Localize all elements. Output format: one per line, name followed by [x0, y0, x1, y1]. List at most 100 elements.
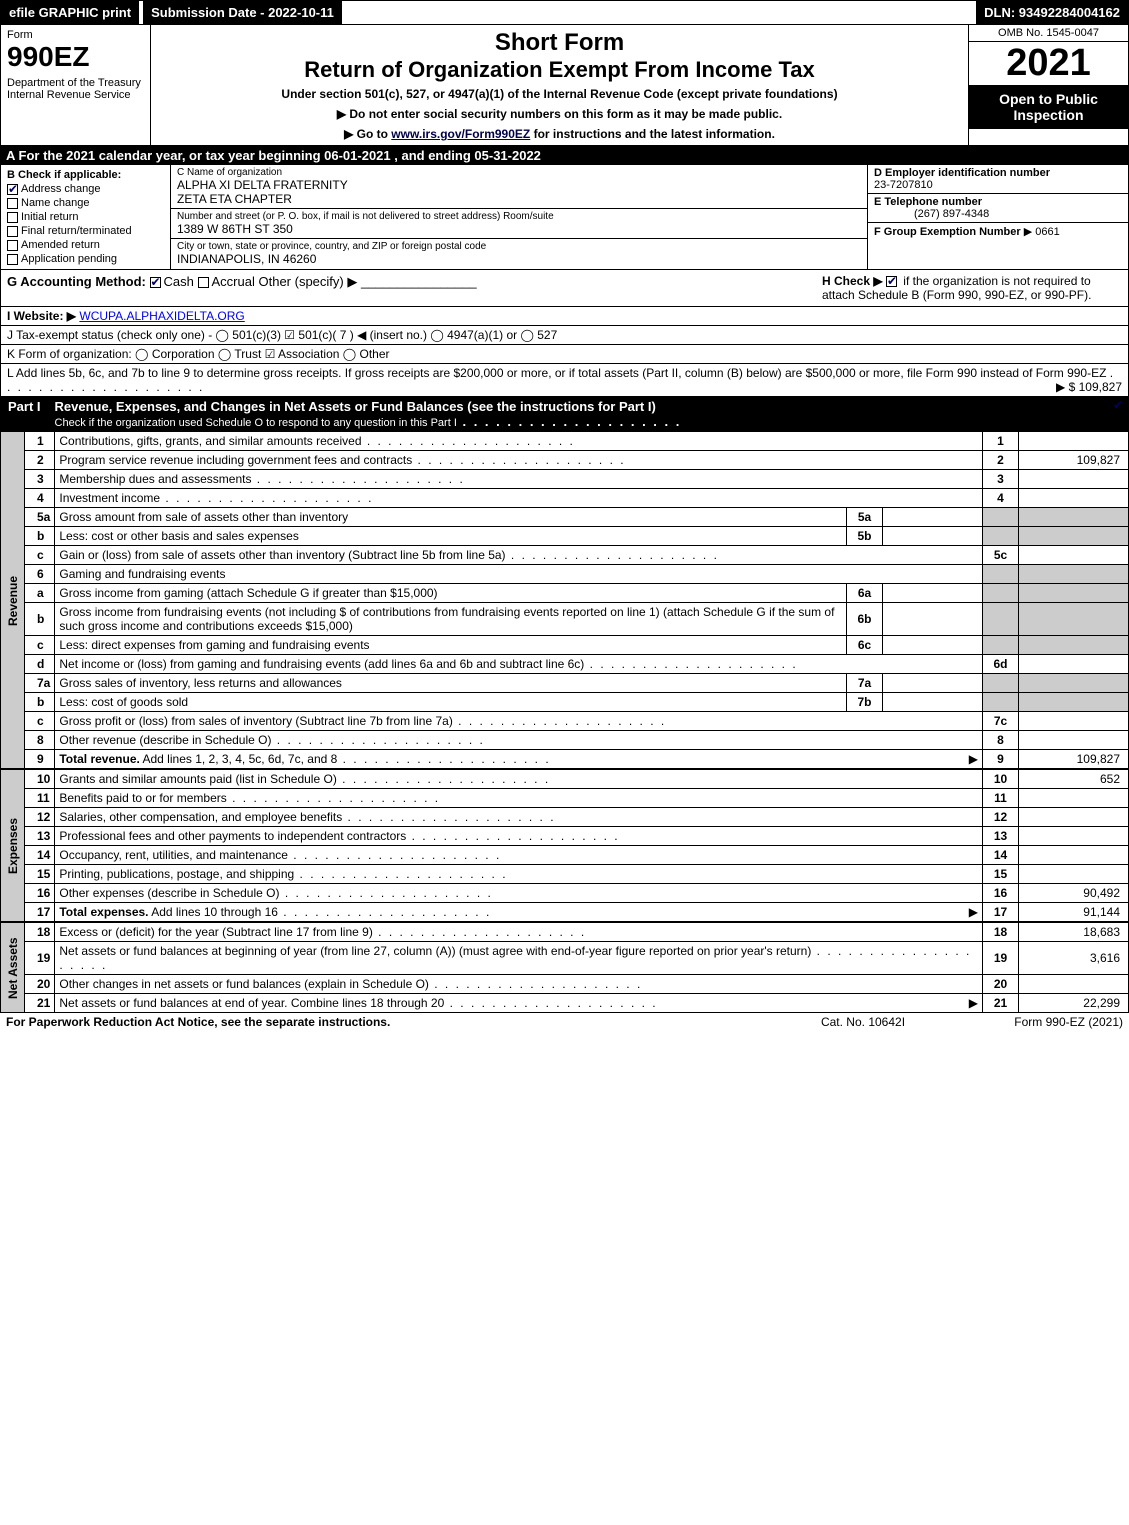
irs-link[interactable]: www.irs.gov/Form990EZ	[391, 127, 530, 141]
result-value	[1019, 789, 1129, 808]
result-line-number: 9	[983, 750, 1019, 769]
line-number: 5a	[25, 508, 55, 527]
col-b-item[interactable]: Name change	[7, 197, 164, 209]
result-value	[1019, 432, 1129, 451]
col-b-item[interactable]: Application pending	[7, 253, 164, 265]
result-line-number: 16	[983, 884, 1019, 903]
line-row: bGross income from fundraising events (n…	[1, 603, 1129, 636]
dots-p1	[457, 414, 681, 429]
line-row: 14Occupancy, rent, utilities, and mainte…	[1, 846, 1129, 865]
line-number: d	[25, 655, 55, 674]
accrual-checkbox[interactable]	[198, 277, 209, 288]
result-line-number: 15	[983, 865, 1019, 884]
shade-cell	[1019, 508, 1129, 527]
block-h: H Check ▶ if the organization is not req…	[822, 274, 1122, 302]
col-b: B Check if applicable: Address changeNam…	[1, 165, 171, 269]
block-k: K Form of organization: ◯ Corporation ◯ …	[0, 345, 1129, 364]
header-center: Short Form Return of Organization Exempt…	[151, 25, 968, 145]
col-b-item[interactable]: Amended return	[7, 239, 164, 251]
col-cde: C Name of organization ALPHA XI DELTA FR…	[171, 165, 1128, 269]
part1-sub: Check if the organization used Schedule …	[55, 417, 457, 429]
website-link[interactable]: WCUPA.ALPHAXIDELTA.ORG	[79, 309, 244, 323]
sub-line-value	[883, 674, 983, 693]
shade-cell	[983, 674, 1019, 693]
other-label: Other (specify) ▶	[258, 274, 357, 289]
checkbox-icon[interactable]	[7, 212, 18, 223]
line-desc: Other expenses (describe in Schedule O)	[55, 884, 983, 903]
result-value	[1019, 712, 1129, 731]
line-desc: Gross income from gaming (attach Schedul…	[55, 584, 847, 603]
line-desc: Gross profit or (loss) from sales of inv…	[55, 712, 983, 731]
line-row: 11Benefits paid to or for members11	[1, 789, 1129, 808]
line-row: dNet income or (loss) from gaming and fu…	[1, 655, 1129, 674]
result-value	[1019, 470, 1129, 489]
ein-value: 23-7207810	[874, 179, 933, 191]
shade-cell	[983, 693, 1019, 712]
block-g-left: G Accounting Method: Cash Accrual Other …	[7, 274, 822, 302]
section-label: Expenses	[1, 770, 25, 922]
checkbox-icon[interactable]	[7, 254, 18, 265]
sub-line-value	[883, 603, 983, 636]
block-j: J Tax-exempt status (check only one) - ◯…	[0, 326, 1129, 345]
cash-checkbox[interactable]	[150, 277, 161, 288]
line-row: 5aGross amount from sale of assets other…	[1, 508, 1129, 527]
dots	[279, 886, 492, 900]
line-desc: Program service revenue including govern…	[55, 451, 983, 470]
sub-line-number: 7a	[847, 674, 883, 693]
line-desc: Gross sales of inventory, less returns a…	[55, 674, 847, 693]
phone-row: E Telephone number (267) 897-4348	[868, 194, 1128, 223]
instr-goto-suffix: for instructions and the latest informat…	[530, 127, 775, 141]
result-value: 109,827	[1019, 451, 1129, 470]
dots	[406, 829, 619, 843]
block-l-amount: ▶ $ 109,827	[1056, 380, 1122, 394]
sub-line-number: 6c	[847, 636, 883, 655]
line-desc: Gross income from fundraising events (no…	[55, 603, 847, 636]
block-bcde: B Check if applicable: Address changeNam…	[0, 165, 1129, 270]
shade-cell	[1019, 527, 1129, 546]
accrual-label: Accrual	[212, 274, 255, 289]
shade-cell	[1019, 674, 1129, 693]
line-number: 20	[25, 975, 55, 994]
result-line-number: 4	[983, 489, 1019, 508]
dots	[429, 977, 642, 991]
line-number: 3	[25, 470, 55, 489]
col-b-item[interactable]: Initial return	[7, 211, 164, 223]
line-number: 6	[25, 565, 55, 584]
group-label: F Group Exemption Number	[874, 226, 1021, 238]
section-label: Net Assets	[1, 923, 25, 1013]
checkbox-icon[interactable]	[7, 226, 18, 237]
line-row: 19Net assets or fund balances at beginni…	[1, 942, 1129, 975]
result-line-number: 20	[983, 975, 1019, 994]
result-value: 18,683	[1019, 923, 1129, 942]
line-number: 10	[25, 770, 55, 789]
result-value	[1019, 655, 1129, 674]
short-form-title: Short Form	[157, 29, 962, 57]
efile-label[interactable]: efile GRAPHIC print	[1, 1, 139, 24]
result-value	[1019, 975, 1129, 994]
footer-left: For Paperwork Reduction Act Notice, see …	[6, 1015, 783, 1029]
result-line-number: 5c	[983, 546, 1019, 565]
line-row: Revenue1Contributions, gifts, grants, an…	[1, 432, 1129, 451]
line-row: 7aGross sales of inventory, less returns…	[1, 674, 1129, 693]
result-line-number: 11	[983, 789, 1019, 808]
shade-cell	[983, 508, 1019, 527]
col-b-item[interactable]: Final return/terminated	[7, 225, 164, 237]
dots	[444, 996, 657, 1010]
submission-date: Submission Date - 2022-10-11	[143, 1, 342, 24]
shade-cell	[1019, 693, 1129, 712]
checkbox-icon[interactable]	[7, 240, 18, 251]
col-de: D Employer identification number 23-7207…	[868, 165, 1128, 269]
line-desc: Occupancy, rent, utilities, and maintena…	[55, 846, 983, 865]
cash-label: Cash	[164, 274, 194, 289]
line-number: 1	[25, 432, 55, 451]
checkbox-icon[interactable]	[7, 184, 18, 195]
checkbox-icon[interactable]	[7, 198, 18, 209]
line-desc: Grants and similar amounts paid (list in…	[55, 770, 983, 789]
col-b-item[interactable]: Address change	[7, 183, 164, 195]
result-value	[1019, 808, 1129, 827]
line-row: cLess: direct expenses from gaming and f…	[1, 636, 1129, 655]
part1-checkbox[interactable]	[1112, 400, 1123, 411]
h-checkbox[interactable]	[886, 276, 897, 287]
col-b-item-label: Initial return	[21, 211, 78, 223]
line-row: 9Total revenue. Add lines 1, 2, 3, 4, 5c…	[1, 750, 1129, 769]
